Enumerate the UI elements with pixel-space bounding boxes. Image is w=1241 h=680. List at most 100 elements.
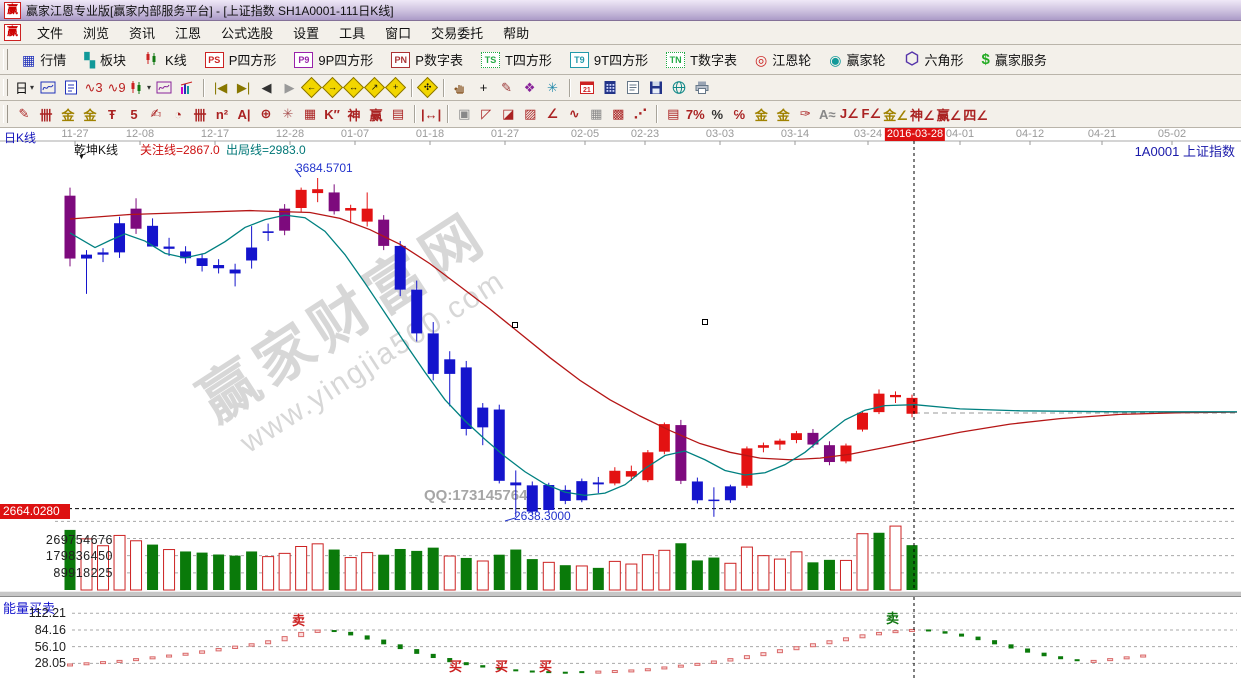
toolbar-button-wave-a[interactable]: A≈ [819, 106, 836, 122]
toolbar-button-t-number-table[interactable]: TN T数字表 [657, 50, 746, 69]
pane-splitter[interactable] [0, 591, 1241, 597]
toolbar-button-memo[interactable] [622, 77, 643, 98]
menu-item-help[interactable]: 帮助 [503, 26, 530, 41]
toolbar-button-go-last[interactable]: ▶| [236, 79, 251, 95]
toolbar-button-crosshair-tool[interactable]: + [479, 80, 488, 95]
toolbar-button-draw-pen[interactable]: ✎ [18, 106, 30, 121]
toolbar-button-percent-line[interactable]: ℅ [733, 106, 746, 122]
menu-item-tools[interactable]: 工具 [339, 26, 366, 41]
chart-region[interactable]: 赢家财富网 www.yingjia500.com QQ:173145764 11… [0, 128, 1241, 680]
toolbar-button-t-square[interactable]: TS T四方形 [472, 50, 561, 69]
toolbar-button-candle-style[interactable]: ▾ [129, 77, 151, 98]
toolbar-button-shen-tool[interactable]: 神 [347, 107, 361, 123]
kline-type-caret-icon[interactable]: ▼ [78, 154, 85, 161]
toolbar-button-kline[interactable]: K线 [135, 50, 196, 69]
toolbar-button-pattern-brain[interactable]: ✳ [547, 79, 558, 95]
toolbar-button-box-fan[interactable]: ▨ [524, 106, 537, 121]
toolbar-button-h-measure[interactable]: |↔| [421, 106, 442, 122]
toolbar-button-line-draw[interactable]: ✎ [501, 79, 512, 95]
toolbar-button-gann-wheel[interactable]: ◎ 江恩轮 [746, 50, 820, 69]
toolbar-button-hash-2[interactable]: 卌 [193, 107, 207, 123]
toolbar-button-gann-hash[interactable]: 卌 [39, 107, 53, 123]
toolbar-button-gold-ring[interactable]: 金 [754, 107, 768, 123]
menu-item-trade-order[interactable]: 交易委托 [431, 26, 484, 41]
toolbar-button-shen-angle[interactable]: 神∠ [909, 107, 935, 123]
toolbar-button-print[interactable] [691, 77, 712, 98]
toolbar-button-step-back[interactable]: ◀ [261, 79, 272, 95]
toolbar-button-percent[interactable]: % [711, 106, 724, 122]
toolbar-button-network[interactable] [668, 77, 689, 98]
toolbar-button-spiral-5[interactable]: 5 [130, 106, 138, 122]
toolbar-button-wave-3[interactable]: ∿3 [84, 79, 103, 95]
toolbar-button-fan-box[interactable]: ◪ [502, 106, 515, 121]
toolbar-button-gold-grid-2[interactable]: 金 [83, 107, 97, 123]
toolbar-button-hexagon[interactable]: 六角形 [895, 50, 973, 69]
toolbar-button-sectors[interactable]: ▚ 板块 [75, 50, 135, 69]
diamond-plus-icon[interactable]: + [384, 76, 407, 99]
toolbar-button-step-forward[interactable]: ▶ [284, 79, 295, 95]
kline-chart-canvas[interactable] [0, 128, 1241, 680]
toolbar-button-web-star[interactable]: ✳ [282, 106, 294, 121]
toolbar-button-save[interactable] [645, 77, 666, 98]
toolbar-button-gold-grid[interactable]: 金 [61, 107, 75, 123]
toolbar-button-price-grid[interactable]: ▦ [590, 106, 603, 121]
diamond-left-icon[interactable]: ← [300, 76, 323, 99]
menu-item-window[interactable]: 窗口 [385, 26, 412, 41]
toolbar-button-f-angle[interactable]: F∠ [861, 106, 882, 121]
toolbar-button-p9-square[interactable]: P9 9P四方形 [285, 50, 382, 69]
kline-type-label[interactable]: 乾坤K线 [74, 143, 119, 157]
diamond-right-icon[interactable]: → [321, 76, 344, 99]
menu-item-file[interactable]: 文件 [37, 26, 64, 41]
toolbar-button-gann-compass[interactable]: ⊕ [260, 106, 272, 121]
toolbar-button-color-histogram[interactable] [176, 77, 197, 98]
toolbar-button-a-divider[interactable]: A| [237, 106, 251, 122]
toolbar-button-percent-7[interactable]: 7% [685, 106, 705, 122]
toolbar-button-parallel[interactable]: ⋰ [633, 106, 647, 121]
menu-item-settings[interactable]: 设置 [293, 26, 320, 41]
menu-item-browse[interactable]: 浏览 [83, 26, 110, 41]
toolbar-button-price-grid-2[interactable]: ▩ [612, 106, 625, 121]
toolbar-button-pattern-window[interactable] [37, 77, 58, 98]
diamond-hfit-icon[interactable]: ↔ [342, 76, 365, 99]
toolbar-button-angle-fan[interactable]: ∠ [546, 106, 559, 121]
toolbar-button-gold-angle[interactable]: 金∠ [883, 107, 908, 123]
toolbar-button-f-grid[interactable]: Ŧ [108, 106, 116, 122]
menu-item-gann[interactable]: 江恩 [175, 26, 202, 41]
toolbar-button-gann-stamp[interactable]: ❖ [523, 79, 536, 95]
toolbar-button-zigzag[interactable]: ∿ [568, 106, 580, 121]
toolbar-button-ying-angle[interactable]: 赢∠ [936, 107, 962, 123]
toolbar-button-p-square[interactable]: PS P四方形 [196, 50, 286, 69]
menu-item-formula-stock-picker[interactable]: 公式选股 [221, 26, 274, 41]
toolbar-button-fan-lines[interactable]: ◸ [481, 106, 492, 121]
toolbar-button-wave-9[interactable]: ∿9 [107, 79, 126, 95]
toolbar-button-winner-wheel[interactable]: ◉ 赢家轮 [820, 50, 894, 69]
toolbar-button-si-angle[interactable]: 四∠ [963, 107, 988, 123]
toolbar-button-period-day[interactable]: 日 ▾ [14, 81, 35, 96]
toolbar-button-j-angle[interactable]: J∠ [839, 106, 859, 121]
toolbar-button-info-doc[interactable] [60, 77, 81, 98]
toolbar-button-gann-dial[interactable]: ◔ [174, 106, 182, 122]
menu-item-news[interactable]: 资讯 [129, 26, 156, 41]
toolbar-button-brush[interactable]: ✍ [150, 106, 162, 121]
toolbar-button-hand-tool[interactable] [450, 77, 471, 98]
toolbar-button-web-grid[interactable]: ▦ [303, 106, 317, 121]
toolbar-button-calculator[interactable] [599, 77, 620, 98]
toolbar-button-go-first[interactable]: |◀ [213, 79, 228, 95]
indicator-title: 能量买卖 [3, 601, 56, 616]
toolbar-button-n-square[interactable]: n² [215, 106, 229, 122]
toolbar-button-market-quotes[interactable]: ▦ 行情 [13, 50, 75, 69]
toolbar-button-gann-pattern[interactable] [153, 77, 174, 98]
diamond-all-icon[interactable]: ✣ [416, 76, 439, 99]
toolbar-button-winner-service[interactable]: $ 赢家服务 [973, 50, 1056, 69]
toolbar-button-price-box[interactable]: ▣ [458, 106, 471, 121]
toolbar-button-mark-pen[interactable]: ✑ [799, 106, 811, 121]
toolbar-button-gold-line[interactable]: 金 [776, 107, 790, 123]
toolbar-button-t9-square[interactable]: T9 9T四方形 [561, 50, 657, 69]
toolbar-button-scale-table[interactable]: ▤ [667, 106, 680, 121]
toolbar-button-calendar[interactable]: 21 [576, 77, 597, 98]
toolbar-button-ying-tool[interactable]: 赢 [369, 107, 383, 123]
diamond-expand-icon[interactable]: ↗ [363, 76, 386, 99]
toolbar-button-p-number-table[interactable]: PN P数字表 [382, 50, 472, 69]
toolbar-button-ruler-123[interactable]: ▤ [391, 106, 405, 121]
toolbar-button-k-quote[interactable]: K″ [324, 106, 340, 122]
